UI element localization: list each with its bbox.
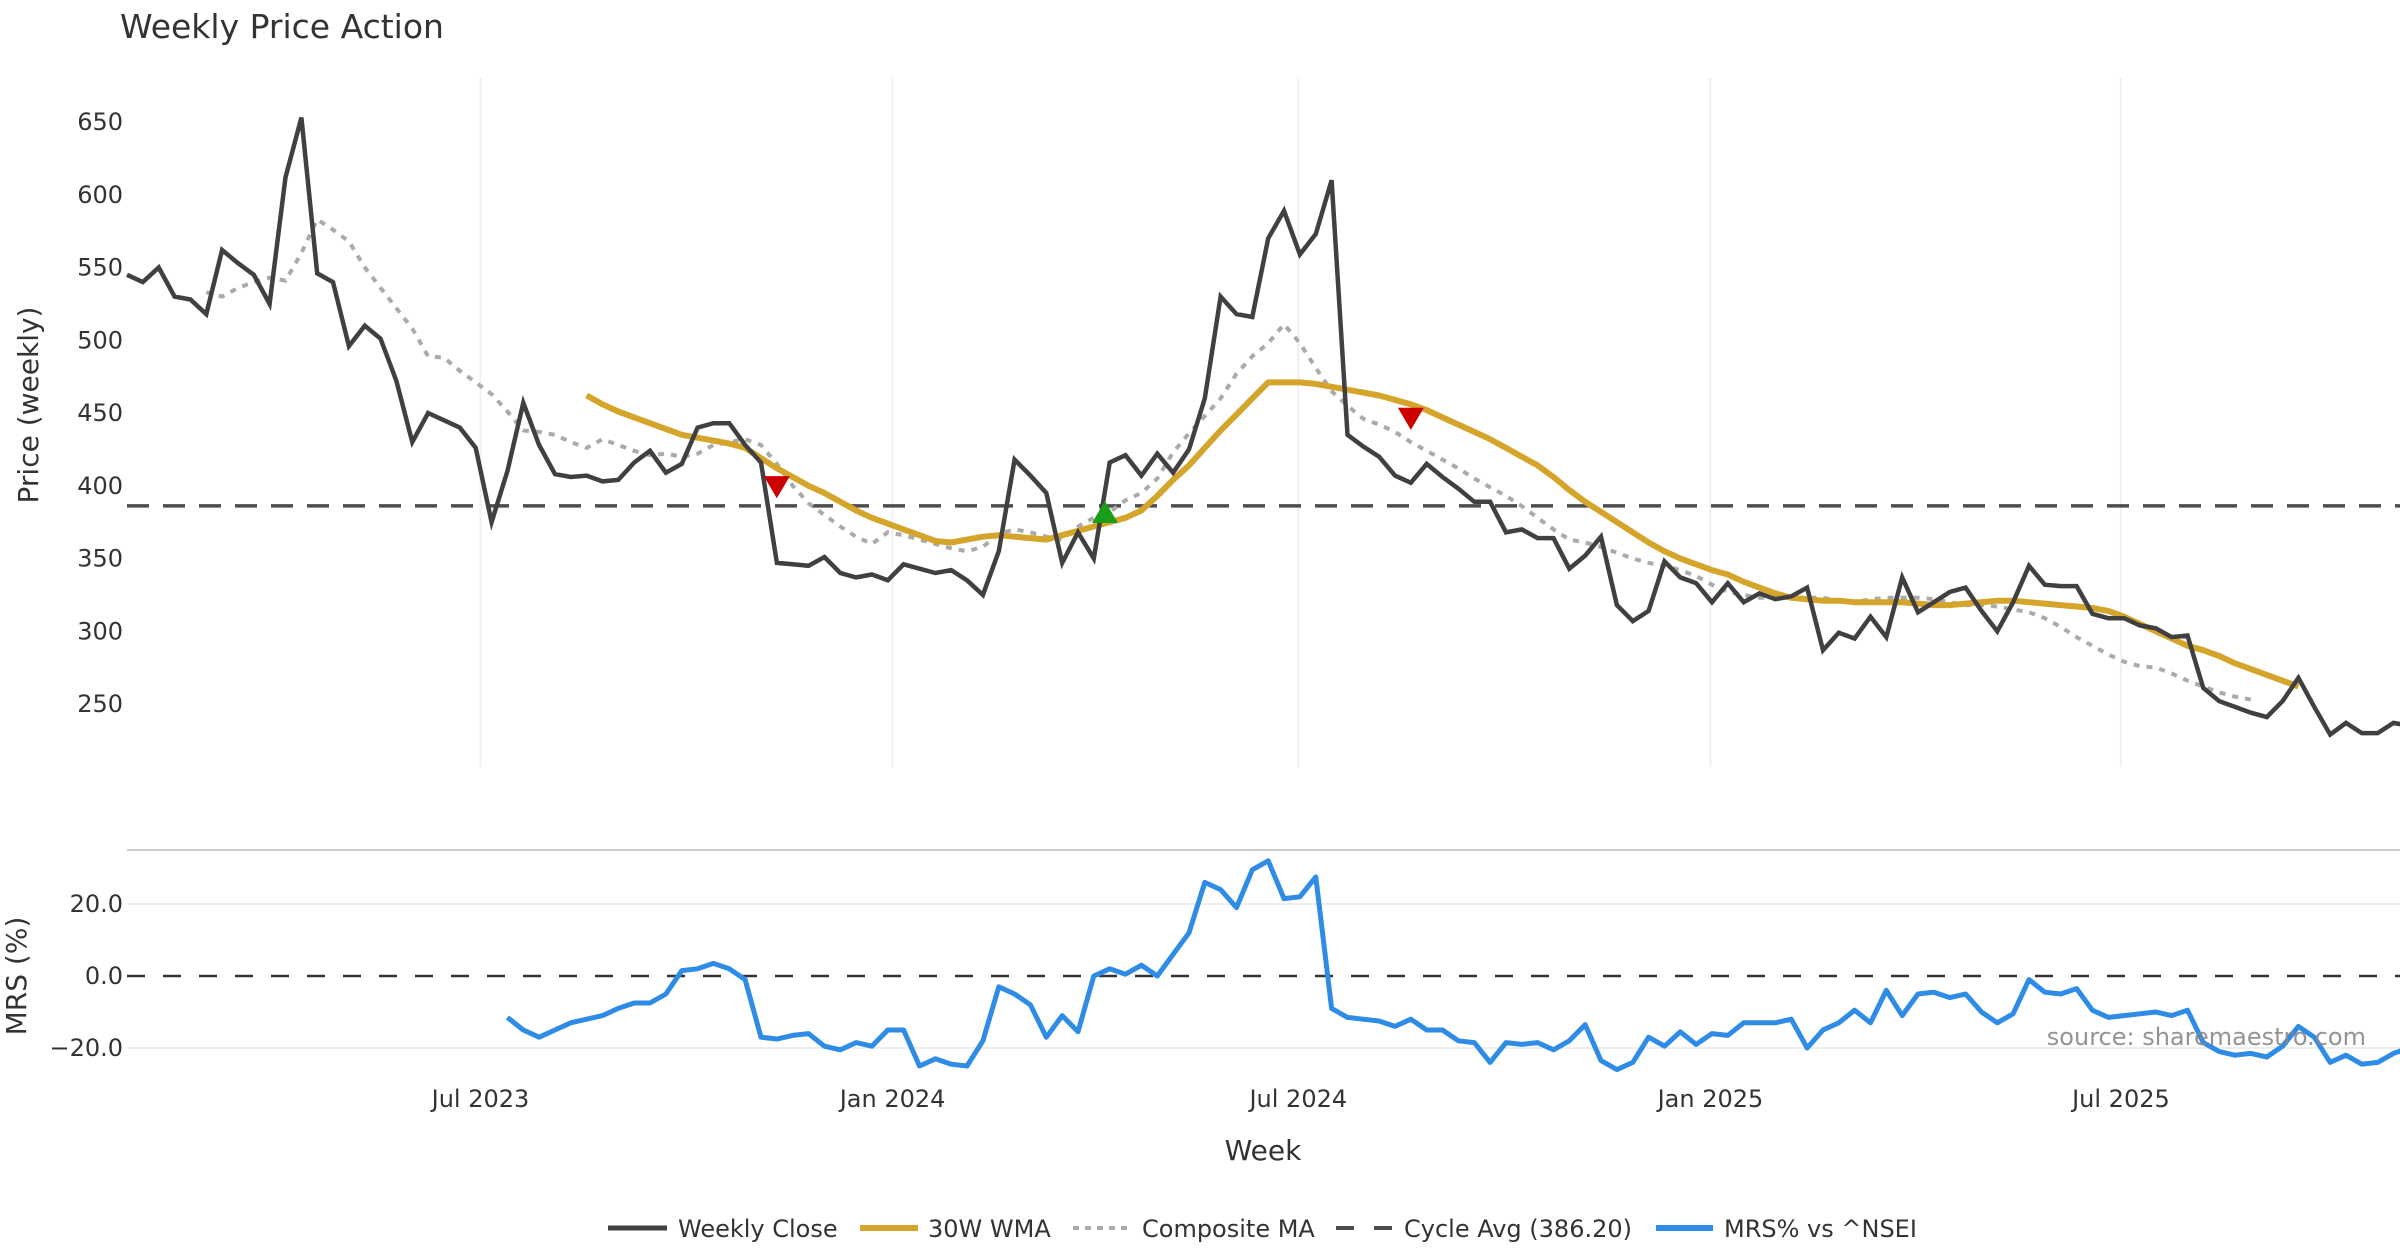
x-axis-title: Week xyxy=(1225,1134,1302,1167)
weekly-close-line xyxy=(126,117,2400,738)
signal-markers xyxy=(763,407,1424,523)
buy-signal-marker xyxy=(1091,500,1118,523)
price-x-gridlines xyxy=(479,78,2122,767)
mrs-y-tick-label: 20.0 xyxy=(70,890,123,918)
price-y-tick-label: 300 xyxy=(77,617,123,645)
legend: Weekly Close 30W WMA Composite MA Cycle … xyxy=(608,1215,1917,1243)
x-tick-label: Jan 2024 xyxy=(838,1085,946,1113)
legend-item-composite-ma: Composite MA xyxy=(1073,1215,1315,1243)
mrs-y-axis-title: MRS (%) xyxy=(0,917,33,1036)
sell-signal-marker xyxy=(1397,407,1424,430)
legend-item-mrs: MRS% vs ^NSEI xyxy=(1656,1215,1917,1243)
legend-label-weekly-close: Weekly Close xyxy=(678,1215,838,1243)
x-tick-label: Jul 2024 xyxy=(1247,1085,1347,1113)
legend-item-weekly-close: Weekly Close xyxy=(608,1215,838,1243)
price-y-tick-label: 550 xyxy=(77,254,123,282)
price-y-ticks: 250 300 350 400 450 500 550 600 650 xyxy=(77,108,123,718)
x-tick-label: Jul 2025 xyxy=(2070,1085,2170,1113)
mrs-line xyxy=(505,858,2400,1073)
legend-label-mrs: MRS% vs ^NSEI xyxy=(1724,1215,1917,1243)
sell-signal-marker xyxy=(763,476,790,499)
price-y-tick-label: 500 xyxy=(77,326,123,354)
source-annotation: source: sharemaestro.com xyxy=(2047,1023,2366,1051)
price-y-tick-label: 250 xyxy=(77,690,123,718)
price-y-tick-label: 350 xyxy=(77,545,123,573)
x-tick-label: Jul 2023 xyxy=(430,1085,530,1113)
chart-title: Weekly Price Action xyxy=(120,7,444,46)
mrs-y-tick-label: 0.0 xyxy=(85,962,123,990)
legend-label-wma: 30W WMA xyxy=(928,1215,1051,1243)
legend-item-wma: 30W WMA xyxy=(860,1215,1051,1243)
legend-label-cycle-avg: Cycle Avg (386.20) xyxy=(1404,1215,1632,1243)
mrs-y-gridlines xyxy=(127,903,2400,1049)
price-y-tick-label: 450 xyxy=(77,399,123,427)
wma-30w-line xyxy=(585,379,2300,690)
price-y-tick-label: 650 xyxy=(77,108,123,136)
price-y-tick-label: 400 xyxy=(77,472,123,500)
x-tick-label: Jan 2025 xyxy=(1656,1085,1764,1113)
mrs-y-tick-label: −20.0 xyxy=(49,1034,123,1062)
legend-item-cycle-avg: Cycle Avg (386.20) xyxy=(1336,1215,1632,1243)
mrs-y-ticks: 20.0 0.0 −20.0 xyxy=(49,890,123,1062)
price-y-tick-label: 600 xyxy=(77,181,123,209)
composite-ma-line xyxy=(205,216,2252,702)
x-ticks: Jul 2023 Jan 2024 Jul 2024 Jan 2025 Jul 2025 xyxy=(430,1085,2170,1113)
legend-label-composite-ma: Composite MA xyxy=(1142,1215,1315,1243)
price-y-axis-title: Price (weekly) xyxy=(12,307,45,504)
